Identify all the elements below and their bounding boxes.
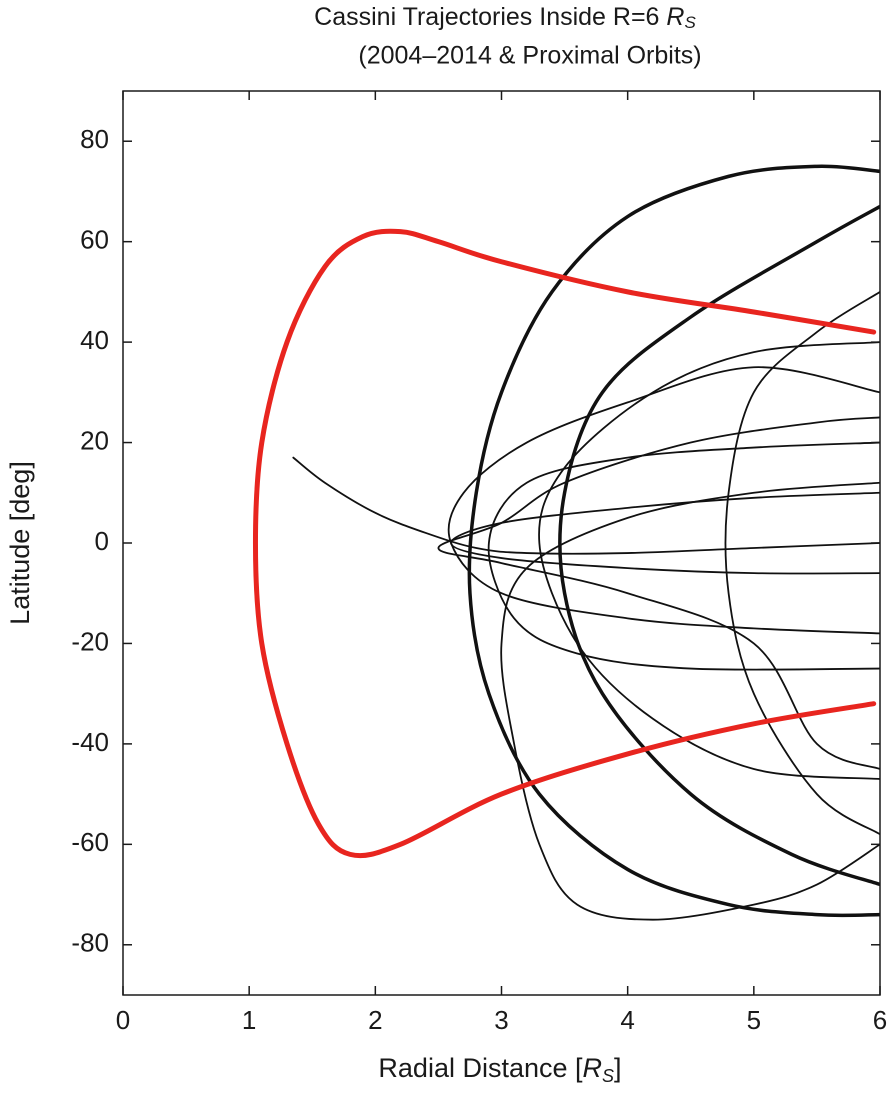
- y-tick-label: -20: [71, 626, 109, 656]
- x-axis-label: Radial Distance [RS]: [378, 1053, 621, 1086]
- y-tick-label: -60: [71, 827, 109, 857]
- y-tick-label: 40: [80, 325, 109, 355]
- trajectory-line: [437, 416, 880, 770]
- x-tick-label: 0: [116, 1005, 130, 1035]
- title-text: Cassini Trajectories Inside R=6: [314, 3, 659, 31]
- x-tick-label: 5: [747, 1005, 761, 1035]
- y-axis-label: Latitude [deg]: [5, 461, 35, 625]
- trajectory-line: [252, 228, 877, 859]
- x-tick-label: 3: [494, 1005, 508, 1035]
- trajectory-line: [558, 204, 880, 887]
- title-unit-sub: S: [684, 13, 696, 32]
- y-tick-label: 0: [95, 526, 109, 556]
- plot-lines: [252, 164, 880, 921]
- trajectory-line: [447, 366, 880, 635]
- trajectory-line: [500, 481, 880, 921]
- trajectory-line: [292, 456, 880, 555]
- x-tick-label: 4: [620, 1005, 634, 1035]
- trajectory-line: [724, 290, 880, 836]
- plot-frame: [122, 90, 881, 996]
- title-unit: R: [666, 3, 684, 31]
- y-tick-label: 60: [80, 225, 109, 255]
- y-tick-label: -40: [71, 727, 109, 757]
- trajectory-line: [450, 491, 880, 575]
- y-tick-label: 80: [80, 124, 109, 154]
- trajectory-line: [467, 164, 880, 918]
- chart-title: Cassini Trajectories Inside R=6 RS: [314, 3, 696, 33]
- x-tick-label: 2: [368, 1005, 382, 1035]
- chart-subtitle: (2004–2014 & Proximal Orbits): [358, 42, 701, 70]
- trajectory-line: [538, 341, 880, 780]
- y-tick-label: -80: [71, 928, 109, 958]
- x-label-text: Radial Distance [: [378, 1053, 583, 1083]
- x-tick-label: 1: [242, 1005, 256, 1035]
- trajectory-line: [487, 441, 880, 671]
- x-tick-label: 6: [873, 1005, 887, 1035]
- y-tick-label: 20: [80, 425, 109, 455]
- x-label-unit-sub: S: [602, 1066, 614, 1086]
- x-label-close: ]: [614, 1053, 622, 1083]
- x-label-unit: R: [583, 1053, 603, 1083]
